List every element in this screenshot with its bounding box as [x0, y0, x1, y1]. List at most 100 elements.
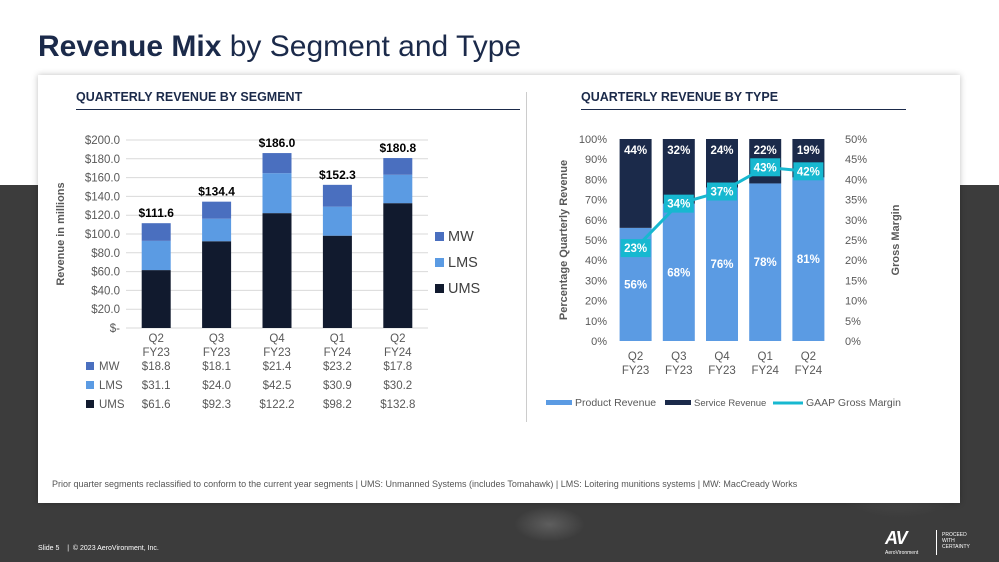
y-tick-label: $60.0	[91, 267, 120, 279]
y2-tick-label: 40%	[845, 174, 867, 186]
table-cell: $18.8	[142, 361, 171, 373]
table-row-label: LMS	[99, 380, 123, 392]
y-tick-label: $160.0	[85, 173, 120, 185]
y-tick-label: $180.0	[85, 154, 120, 166]
page-title: Revenue Mix by Segment and Type	[38, 30, 521, 64]
bar-total-label: $111.6	[139, 206, 175, 220]
bar-value-label: 68%	[667, 267, 690, 279]
section-divider	[526, 92, 527, 422]
bar-service	[662, 139, 695, 204]
table-cell: $98.2	[323, 399, 352, 411]
footer-separator: |	[67, 545, 70, 552]
legend-label: LMS	[448, 255, 478, 271]
bar-value-label: 19%	[797, 145, 820, 157]
bar-service	[706, 139, 738, 188]
y-tick-label: $140.0	[85, 191, 120, 203]
type-chart: 0% 10% 20% 30% 40% 50% 60% 70% 80% 90% 100% 0% 5% 10%…	[546, 134, 902, 409]
legend-label: UMS	[448, 281, 480, 297]
bar-value-label: 32%	[667, 145, 690, 157]
bar-value-label: 81%	[797, 254, 820, 266]
x-tick-label: FY23	[622, 365, 650, 377]
bar-mw	[262, 153, 292, 174]
bar-lms	[141, 240, 171, 271]
x-tick-label: Q1	[330, 333, 345, 345]
y2-tick-label: 25%	[845, 235, 867, 247]
y-tick-label: 100%	[579, 134, 607, 146]
y2-tick-label: 35%	[845, 195, 867, 207]
gross-margin-label: 43%	[754, 162, 777, 174]
bar-mw	[383, 158, 413, 175]
gross-margin-label-bg	[620, 239, 651, 258]
table-cell: $24.0	[202, 380, 231, 392]
bar-value-label: 56%	[624, 279, 647, 291]
logo-tag-line: WITH	[942, 538, 955, 544]
x-tick-label: FY23	[263, 347, 291, 359]
table-cell: $122.2	[259, 399, 294, 411]
bar-value-label: 76%	[710, 259, 733, 271]
logo-separator	[936, 530, 937, 555]
y-tick-label: 60%	[585, 215, 607, 227]
table-swatch	[86, 400, 94, 408]
footnote: Prior quarter segments reclassified to c…	[52, 479, 798, 489]
legend-swatch	[546, 400, 572, 405]
bar-value-label: 44%	[624, 145, 647, 157]
bar-product	[749, 183, 782, 341]
bar-lms	[322, 206, 352, 236]
y2-tick-label: 45%	[845, 154, 867, 166]
type-section-title: QUARTERLY REVENUE BY TYPE	[581, 90, 906, 110]
gross-margin-label-bg	[750, 158, 781, 177]
bar-value-label: 24%	[710, 145, 733, 157]
legend-swatch	[665, 400, 691, 405]
copyright: © 2023 AeroVironment, Inc.	[72, 545, 159, 552]
x-tick-label: Q4	[714, 351, 730, 363]
table-swatch	[86, 362, 94, 370]
y-tick-label: $200.0	[85, 135, 120, 147]
table-cell: $61.6	[142, 399, 171, 411]
table-cell: $31.1	[142, 380, 171, 392]
bar-service	[619, 139, 652, 228]
bar-ums	[262, 213, 292, 328]
page-title-rest: by Segment and Type	[229, 30, 522, 63]
legend-label: GAAP Gross Margin	[806, 397, 901, 409]
table-cell: $92.3	[202, 399, 231, 411]
x-tick-label: Q4	[269, 333, 285, 345]
x-tick-label: FY24	[324, 347, 352, 359]
y-tick-label: 70%	[585, 195, 607, 207]
bar-product	[792, 177, 825, 341]
table-swatch	[86, 381, 94, 389]
y2-tick-label: 15%	[845, 275, 867, 287]
slide-number: Slide 5	[38, 545, 60, 552]
table-cell: $21.4	[263, 361, 292, 373]
y-tick-label: $40.0	[91, 285, 120, 297]
table-cell: $17.8	[383, 361, 412, 373]
y-tick-label: $80.0	[91, 248, 120, 260]
y-tick-label: 90%	[585, 154, 607, 166]
bar-mw	[322, 184, 352, 207]
logo-mark: AV	[885, 528, 908, 548]
segment-section-title: QUARTERLY REVENUE BY SEGMENT	[76, 90, 520, 110]
page-title-bold: Revenue Mix	[38, 30, 222, 63]
y-tick-label: 0%	[591, 336, 607, 348]
table-cell: $30.2	[383, 380, 412, 392]
logo-tag-line: PROCEED	[942, 532, 967, 538]
y-tick-label: 10%	[585, 316, 607, 328]
x-tick-label: FY23	[665, 365, 693, 377]
x-tick-label: FY23	[142, 347, 170, 359]
gross-margin-label-bg	[707, 182, 737, 201]
y2-tick-label: 0%	[845, 336, 861, 348]
y-tick-label: 50%	[585, 235, 607, 247]
table-cell: $30.9	[323, 380, 352, 392]
gross-margin-label: 37%	[710, 187, 733, 199]
gross-margin-label: 34%	[667, 199, 690, 211]
bar-mw	[202, 201, 232, 219]
segment-chart: $- $20.0 $40.0 $60.0 $80.0 $100.0 $120.0 $140.0…	[55, 135, 480, 411]
y2-tick-label: 50%	[845, 134, 867, 146]
legend-label: Service Revenue	[694, 398, 766, 409]
x-tick-label: FY23	[203, 347, 231, 359]
x-tick-label: FY23	[708, 365, 736, 377]
bar-product	[662, 203, 695, 341]
legend-swatch	[435, 232, 444, 241]
y2-tick-label: 20%	[845, 255, 867, 267]
y-tick-label: 80%	[585, 174, 607, 186]
x-tick-label: Q2	[801, 351, 816, 363]
